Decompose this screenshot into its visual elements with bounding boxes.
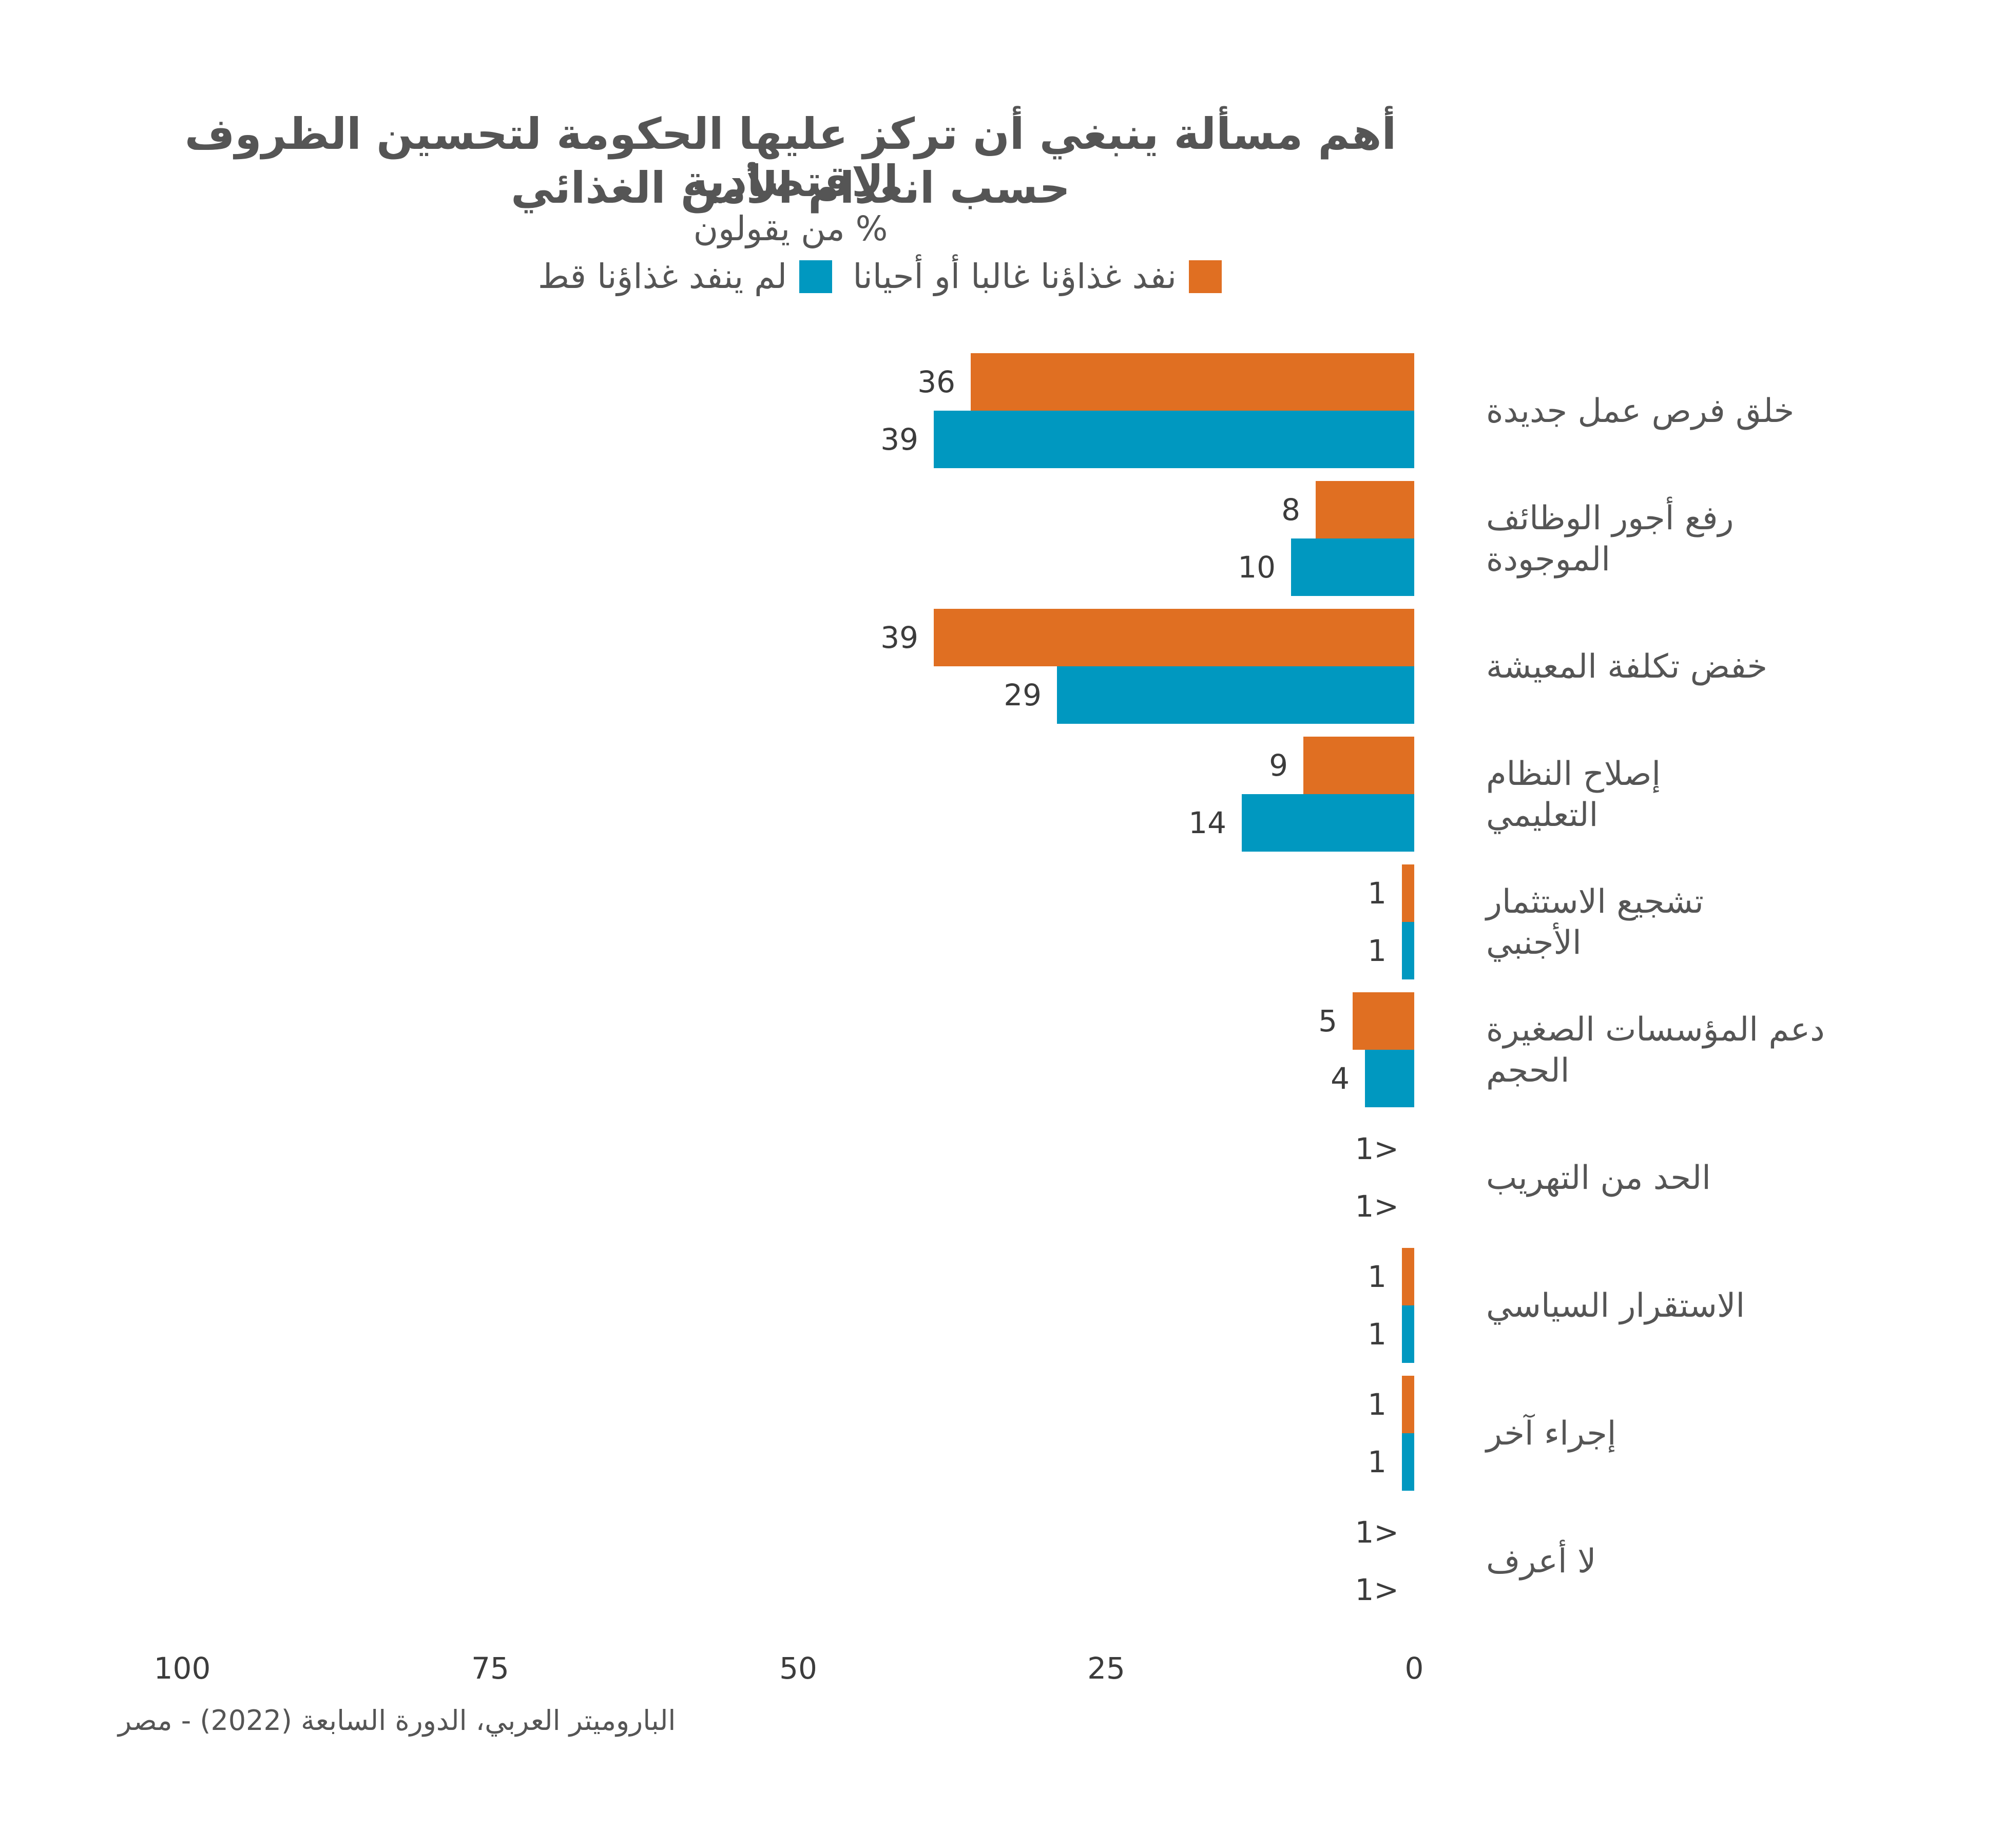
bar-series2-0 bbox=[934, 411, 1414, 468]
chart-title-line2: حسب انعدام الأمن الغذائي bbox=[511, 163, 1070, 213]
category-label-4-line1: تشجيع الاستثمار bbox=[1485, 883, 1704, 921]
data-label-series2-9: 1> bbox=[1355, 1572, 1399, 1607]
category-label-2: خفض تكلفة المعيشة bbox=[1486, 648, 1767, 686]
category-label-5-line2: الحجم bbox=[1486, 1052, 1570, 1090]
bar-series1-3 bbox=[1303, 737, 1414, 794]
data-label-series1-1: 8 bbox=[1281, 492, 1300, 527]
data-label-series1-9: 1> bbox=[1355, 1515, 1399, 1550]
data-label-series2-7: 1 bbox=[1368, 1317, 1387, 1352]
x-tick-label-25: 25 bbox=[1087, 1651, 1125, 1686]
category-label-0: خلق فرص عمل جديدة bbox=[1486, 392, 1794, 430]
legend-item-series2: لم ينفد غذاؤنا قط bbox=[537, 257, 833, 296]
data-label-series2-2: 29 bbox=[1004, 678, 1042, 713]
x-tick-label-0: 0 bbox=[1405, 1651, 1424, 1686]
category-label-6: الحد من التهريب bbox=[1486, 1159, 1711, 1197]
legend-swatch-series2 bbox=[799, 260, 833, 293]
category-label-7: الاستقرار السياسي bbox=[1486, 1287, 1745, 1325]
data-label-series2-1: 10 bbox=[1238, 550, 1276, 585]
bar-series1-4 bbox=[1402, 864, 1414, 922]
source-note: الباروميتر العربي، الدورة السابعة (2022)… bbox=[118, 1704, 676, 1737]
chart-subtitle: % من يقولون bbox=[693, 209, 888, 248]
bar-series1-8 bbox=[1402, 1376, 1414, 1433]
data-label-series1-2: 39 bbox=[880, 620, 918, 655]
category-label-1-line2: الموجودة bbox=[1486, 541, 1610, 579]
bar-series1-1 bbox=[1316, 481, 1414, 538]
data-label-series1-8: 1 bbox=[1368, 1387, 1387, 1422]
x-tick-label-50: 50 bbox=[779, 1651, 817, 1686]
bar-series2-8 bbox=[1402, 1433, 1414, 1491]
data-label-series1-5: 5 bbox=[1318, 1004, 1337, 1038]
legend-label-series2: لم ينفد غذاؤنا قط bbox=[537, 257, 787, 296]
category-label-3-line1: إصلاح النظام bbox=[1486, 755, 1661, 793]
legend-label-series1: نفد غذاؤنا غالبا أو أحيانا bbox=[853, 257, 1177, 296]
bar-series2-4 bbox=[1402, 922, 1414, 979]
bar-series2-1 bbox=[1291, 538, 1414, 596]
data-label-series1-4: 1 bbox=[1368, 876, 1387, 911]
legend: نفد غذاؤنا غالبا أو أحيانا لم ينفد غذاؤن… bbox=[538, 257, 1222, 296]
data-label-series2-3: 14 bbox=[1188, 805, 1226, 840]
data-label-series1-6: 1> bbox=[1355, 1131, 1399, 1166]
bar-series2-2 bbox=[1057, 666, 1414, 724]
category-label-9: لا أعرف bbox=[1486, 1539, 1596, 1581]
category-label-3-line2: التعليمي bbox=[1486, 796, 1598, 834]
data-label-series2-4: 1 bbox=[1368, 933, 1387, 968]
legend-item-series1: نفد غذاؤنا غالبا أو أحيانا bbox=[853, 257, 1222, 296]
bar-series2-7 bbox=[1402, 1305, 1414, 1363]
category-label-8: إجراء آخر bbox=[1485, 1413, 1616, 1453]
bar-series1-0 bbox=[971, 353, 1414, 411]
category-label-4-line2: الأجنبي bbox=[1486, 922, 1582, 962]
data-label-series1-7: 1 bbox=[1368, 1259, 1387, 1294]
data-label-series2-8: 1 bbox=[1368, 1445, 1387, 1479]
data-label-series2-6: 1> bbox=[1355, 1189, 1399, 1224]
bar-series1-7 bbox=[1402, 1248, 1414, 1305]
x-tick-label-75: 75 bbox=[471, 1651, 509, 1686]
bar-series1-2 bbox=[934, 609, 1414, 666]
data-label-series2-5: 4 bbox=[1331, 1061, 1350, 1096]
legend-swatch-series1 bbox=[1189, 260, 1222, 293]
data-label-series2-0: 39 bbox=[880, 422, 918, 457]
category-label-1-line1: رفع أجور الوظائف bbox=[1486, 496, 1734, 537]
bar-series2-5 bbox=[1365, 1050, 1414, 1107]
chart-title-line1: أهم مسألة ينبغي أن تركز عليها الحكومة لت… bbox=[184, 109, 1397, 207]
bar-series1-5 bbox=[1353, 992, 1414, 1050]
x-tick-label-100: 100 bbox=[154, 1651, 211, 1686]
data-label-series1-3: 9 bbox=[1269, 748, 1288, 783]
category-label-5-line1: دعم المؤسسات الصغيرة bbox=[1486, 1011, 1825, 1049]
data-label-series1-0: 36 bbox=[917, 364, 955, 399]
bar-series2-3 bbox=[1242, 794, 1414, 852]
